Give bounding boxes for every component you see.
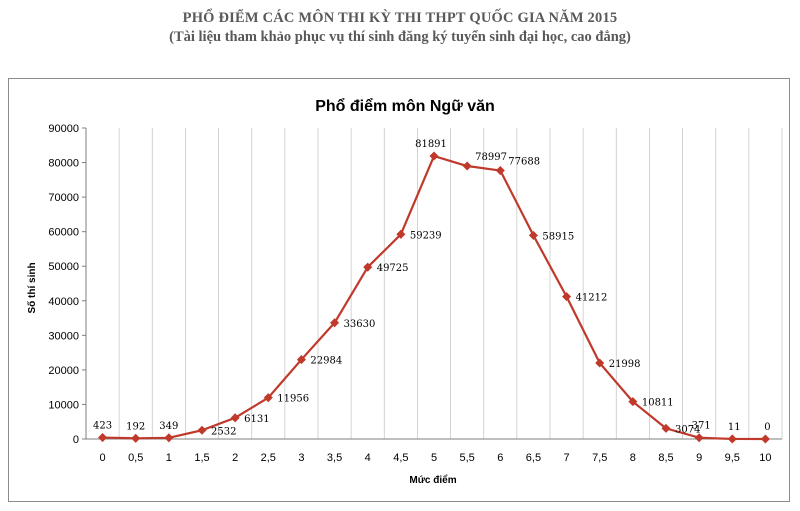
document-subtitle: (Tài liệu tham khảo phục vụ thí sinh đăn… <box>169 29 631 45</box>
y-tick-label: 0 <box>73 434 79 446</box>
x-tick-label: 4 <box>365 452 371 464</box>
x-tick-label: 5 <box>431 452 437 464</box>
data-label: 192 <box>126 421 145 432</box>
y-tick-label: 80000 <box>48 158 79 170</box>
data-label: 10811 <box>642 398 674 409</box>
series-line <box>102 154 766 441</box>
data-label: 81891 <box>415 139 447 150</box>
data-label: 78997 <box>475 152 507 163</box>
ticks: 0100002000030000400005000060000700008000… <box>48 123 771 464</box>
data-label: 41212 <box>576 293 608 304</box>
data-point <box>462 161 472 171</box>
data-label: 33630 <box>344 319 376 330</box>
series <box>98 151 770 444</box>
x-tick-label: 6,5 <box>526 452 541 464</box>
x-tick-label: 8,5 <box>658 452 673 464</box>
data-point <box>760 434 770 444</box>
y-tick-label: 40000 <box>48 296 79 308</box>
y-tick-label: 50000 <box>48 261 79 273</box>
y-tick-label: 90000 <box>48 123 79 135</box>
data-label: 11 <box>728 422 741 433</box>
y-tick-label: 60000 <box>48 227 79 239</box>
data-label: 22984 <box>310 356 342 367</box>
data-labels: 423 192 349 2532 6131 11956 22984 33630 49725 592… <box>93 139 771 437</box>
x-tick-label: 10 <box>759 452 771 464</box>
data-label: 371 <box>692 421 711 432</box>
data-label: 0 <box>764 422 770 433</box>
y-tick-label: 10000 <box>48 399 79 411</box>
x-tick-label: 8 <box>630 452 636 464</box>
x-tick-label: 9,5 <box>725 452 740 464</box>
data-point <box>595 358 605 368</box>
x-tick-label: 7,5 <box>592 452 607 464</box>
data-label: 2532 <box>211 426 236 437</box>
grid <box>118 128 783 439</box>
x-tick-label: 7 <box>564 452 570 464</box>
data-label: 77688 <box>508 157 540 168</box>
data-label: 11956 <box>277 394 309 405</box>
y-tick-label: 20000 <box>48 365 79 377</box>
data-point <box>164 433 174 443</box>
x-tick-label: 0,5 <box>128 452 143 464</box>
document-title: PHỔ ĐIỂM CÁC MÔN THI KỲ THI THPT QUỐC GI… <box>182 10 618 26</box>
data-label: 21998 <box>609 359 641 370</box>
x-tick-label: 1 <box>166 452 172 464</box>
data-label: 423 <box>93 421 112 432</box>
x-tick-label: 3 <box>298 452 304 464</box>
data-point <box>131 433 141 443</box>
data-point <box>495 166 505 176</box>
y-axis-title: Số thí sinh <box>26 262 38 313</box>
data-label: 6131 <box>244 414 269 425</box>
x-tick-label: 0 <box>100 452 106 464</box>
data-point <box>628 397 638 407</box>
x-tick-label: 6 <box>497 452 503 464</box>
data-point <box>528 230 538 240</box>
x-tick-label: 1,5 <box>194 452 209 464</box>
axes <box>82 127 782 440</box>
x-tick-label: 3,5 <box>327 452 342 464</box>
data-label: 58915 <box>542 231 574 242</box>
x-axis-title: Mức điểm <box>409 474 456 486</box>
x-tick-label: 4,5 <box>393 452 408 464</box>
y-tick-label: 70000 <box>48 192 79 204</box>
data-point <box>230 413 240 423</box>
data-point <box>197 425 207 435</box>
x-tick-label: 5,5 <box>459 452 474 464</box>
chart-title: Phổ điểm môn Ngữ văn <box>315 97 495 115</box>
y-tick-label: 30000 <box>48 330 79 342</box>
data-label: 349 <box>159 421 178 432</box>
data-point <box>98 433 108 443</box>
x-tick-label: 2,5 <box>261 452 276 464</box>
x-tick-label: 9 <box>696 452 702 464</box>
data-point <box>429 151 439 161</box>
data-point <box>727 434 737 444</box>
x-tick-label: 2 <box>232 452 238 464</box>
chart-frame <box>8 78 790 502</box>
data-label: 59239 <box>410 230 442 241</box>
data-point <box>562 292 572 302</box>
data-label: 3074 <box>675 424 700 435</box>
data-label: 49725 <box>377 263 409 274</box>
